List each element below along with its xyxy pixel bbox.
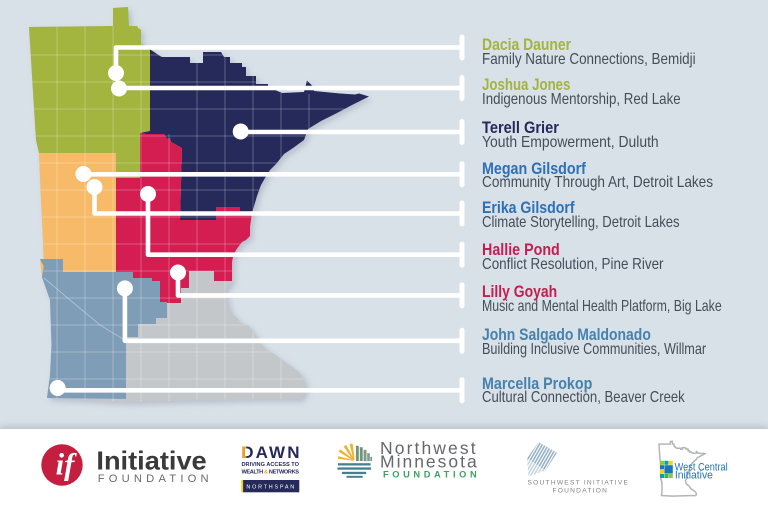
svg-text:Minnesota: Minnesota xyxy=(380,451,479,471)
svg-text:D: D xyxy=(241,443,253,462)
svg-text:DRIVING ACCESS TO: DRIVING ACCESS TO xyxy=(242,462,300,468)
svg-text:SOUTHWEST INITIATIVE: SOUTHWEST INITIATIVE xyxy=(528,480,630,487)
svg-text:FOUNDATION: FOUNDATION xyxy=(98,473,213,485)
svg-text:Initiative: Initiative xyxy=(96,446,206,476)
svg-text:NORTHSPAN: NORTHSPAN xyxy=(246,485,296,491)
svg-text:Initiative: Initiative xyxy=(675,469,713,481)
svg-text:Northwest: Northwest xyxy=(380,438,478,458)
svg-text:DAWN: DAWN xyxy=(241,443,299,462)
svg-text:West Central: West Central xyxy=(675,461,728,473)
svg-text:FOUNDATION: FOUNDATION xyxy=(553,488,609,495)
svg-text:if: if xyxy=(56,448,77,482)
svg-text:WEALTH & NETWORKS: WEALTH & NETWORKS xyxy=(242,469,300,475)
svg-text:FOUNDATION: FOUNDATION xyxy=(383,470,480,480)
